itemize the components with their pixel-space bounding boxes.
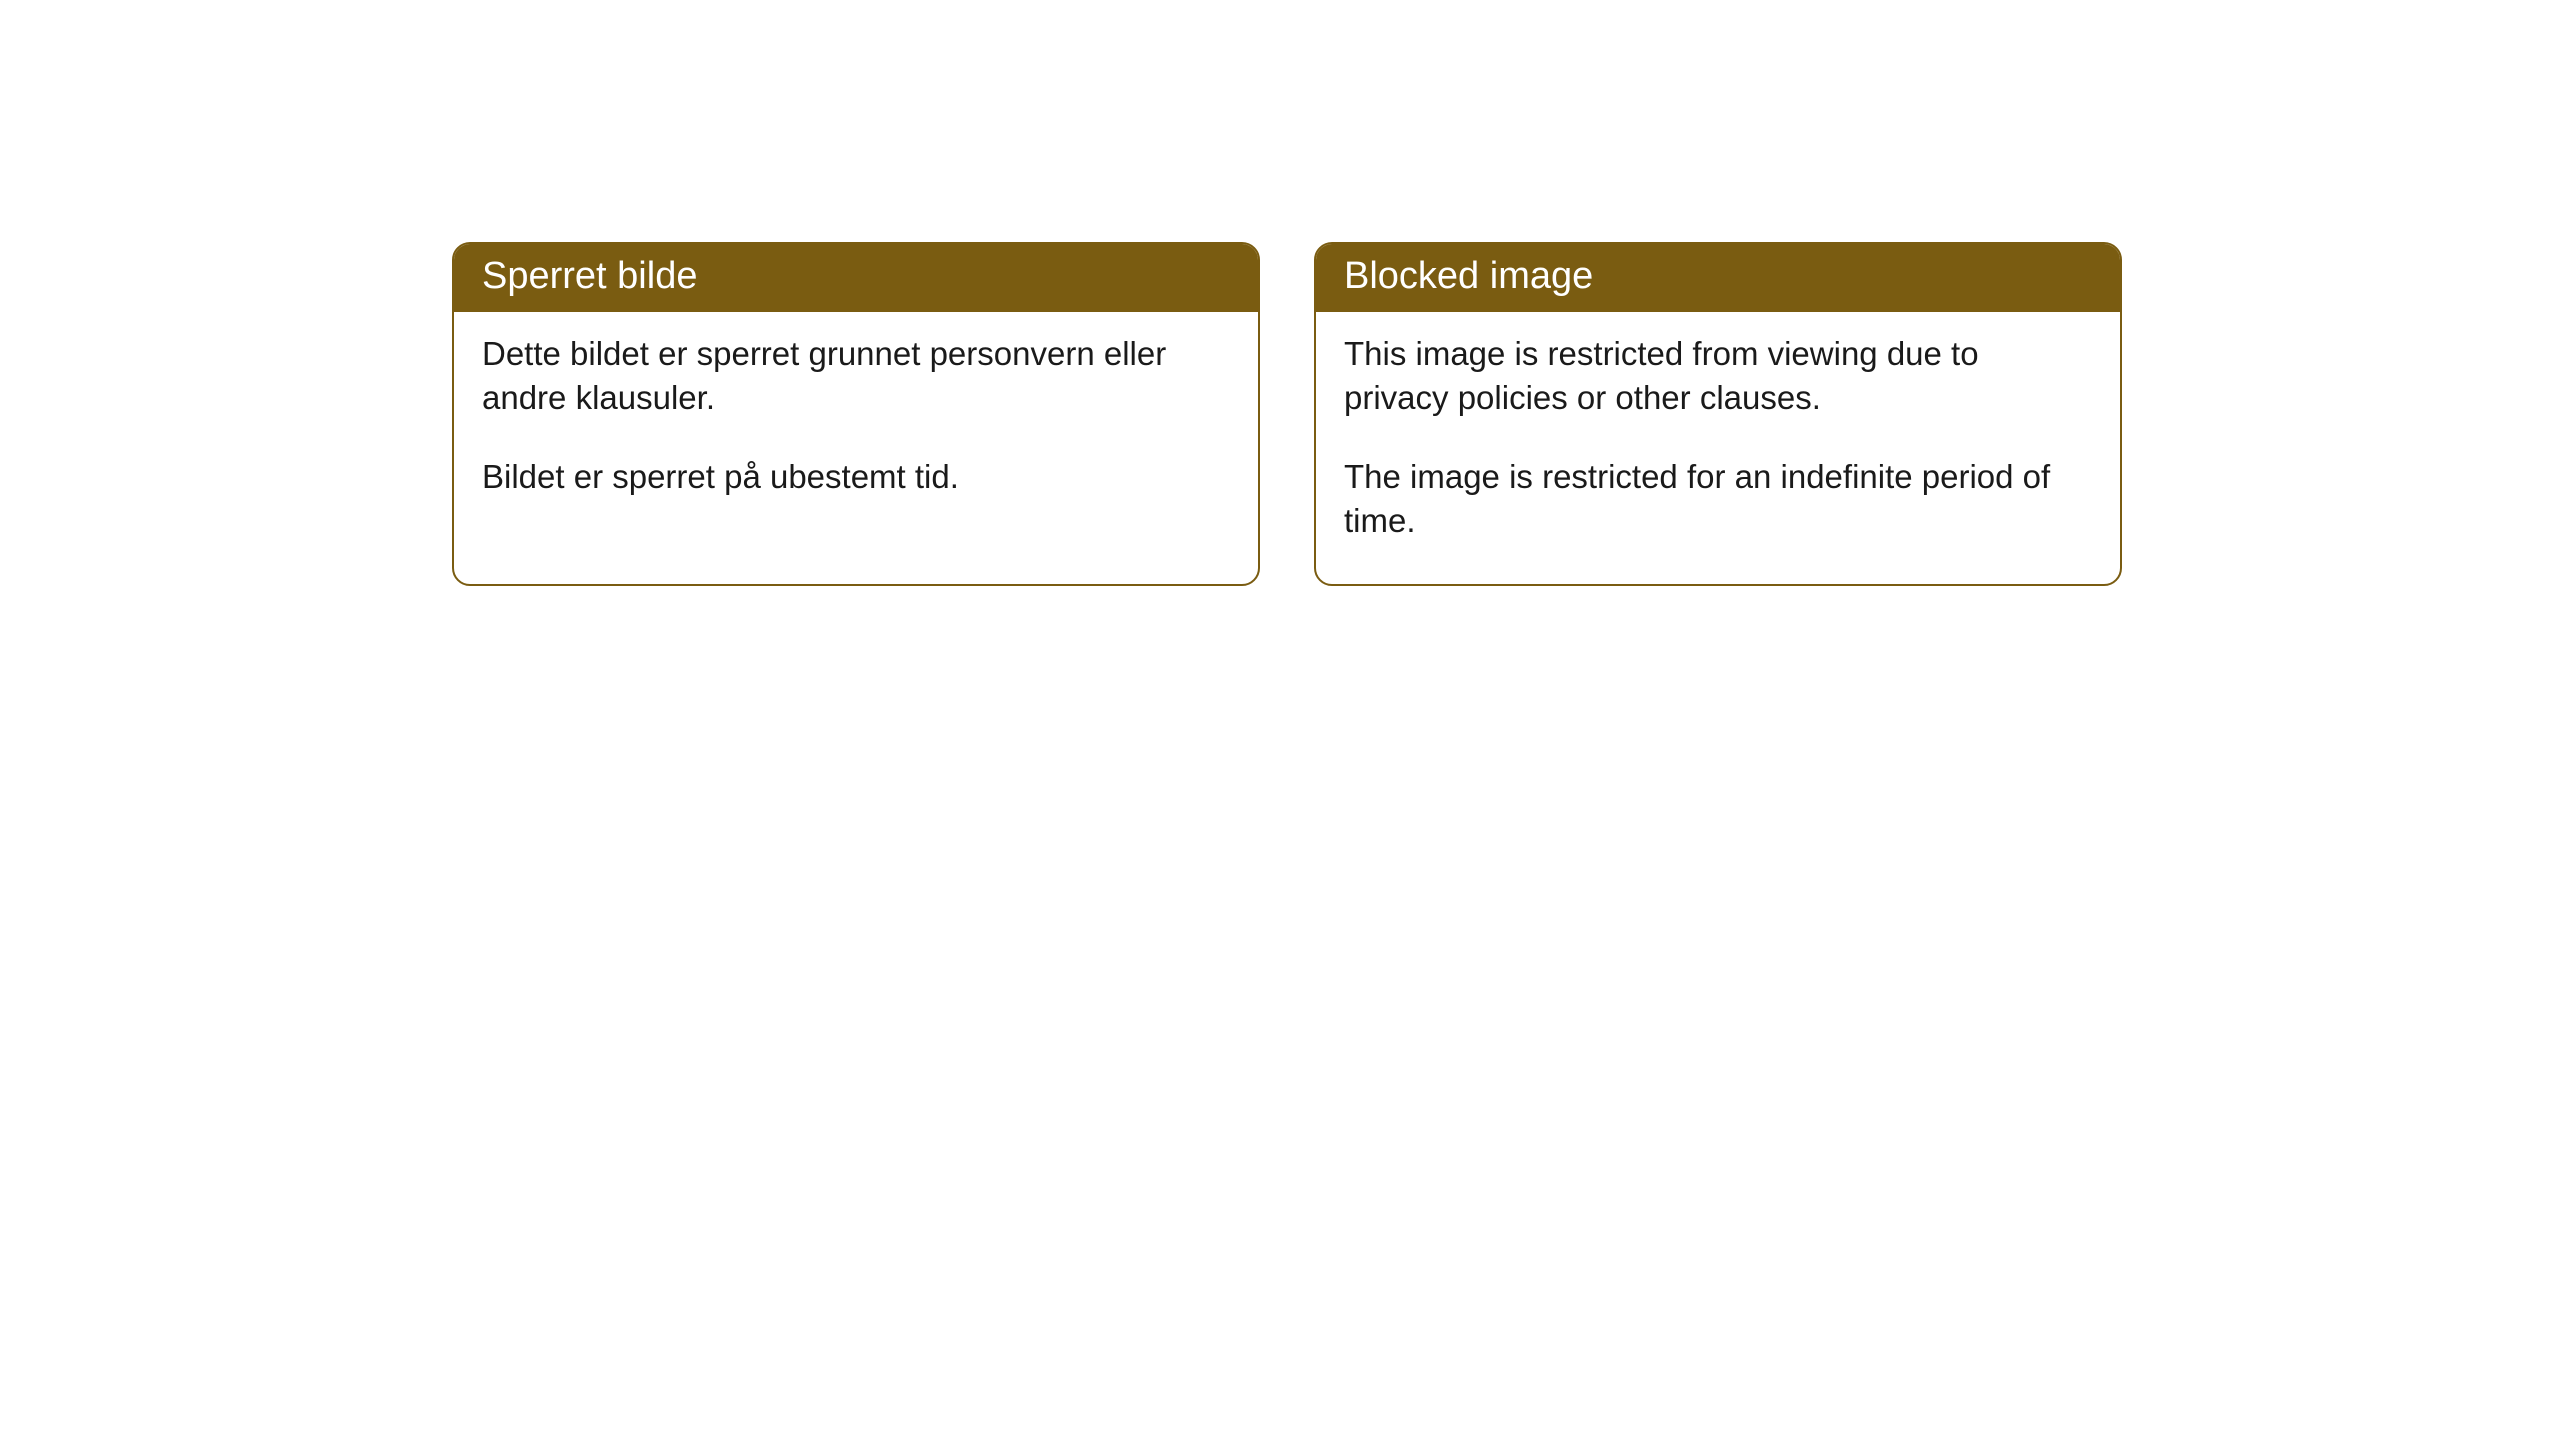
notice-card-english: Blocked image This image is restricted f… bbox=[1314, 242, 2122, 586]
notice-card-norwegian: Sperret bilde Dette bildet er sperret gr… bbox=[452, 242, 1260, 586]
notice-container: Sperret bilde Dette bildet er sperret gr… bbox=[0, 0, 2560, 586]
notice-paragraph-2: Bildet er sperret på ubestemt tid. bbox=[482, 455, 1230, 500]
notice-paragraph-2: The image is restricted for an indefinit… bbox=[1344, 455, 2092, 544]
notice-paragraph-1: This image is restricted from viewing du… bbox=[1344, 332, 2092, 421]
notice-header: Sperret bilde bbox=[454, 244, 1258, 312]
notice-header: Blocked image bbox=[1316, 244, 2120, 312]
notice-paragraph-1: Dette bildet er sperret grunnet personve… bbox=[482, 332, 1230, 421]
notice-body: This image is restricted from viewing du… bbox=[1316, 312, 2120, 584]
notice-body: Dette bildet er sperret grunnet personve… bbox=[454, 312, 1258, 540]
